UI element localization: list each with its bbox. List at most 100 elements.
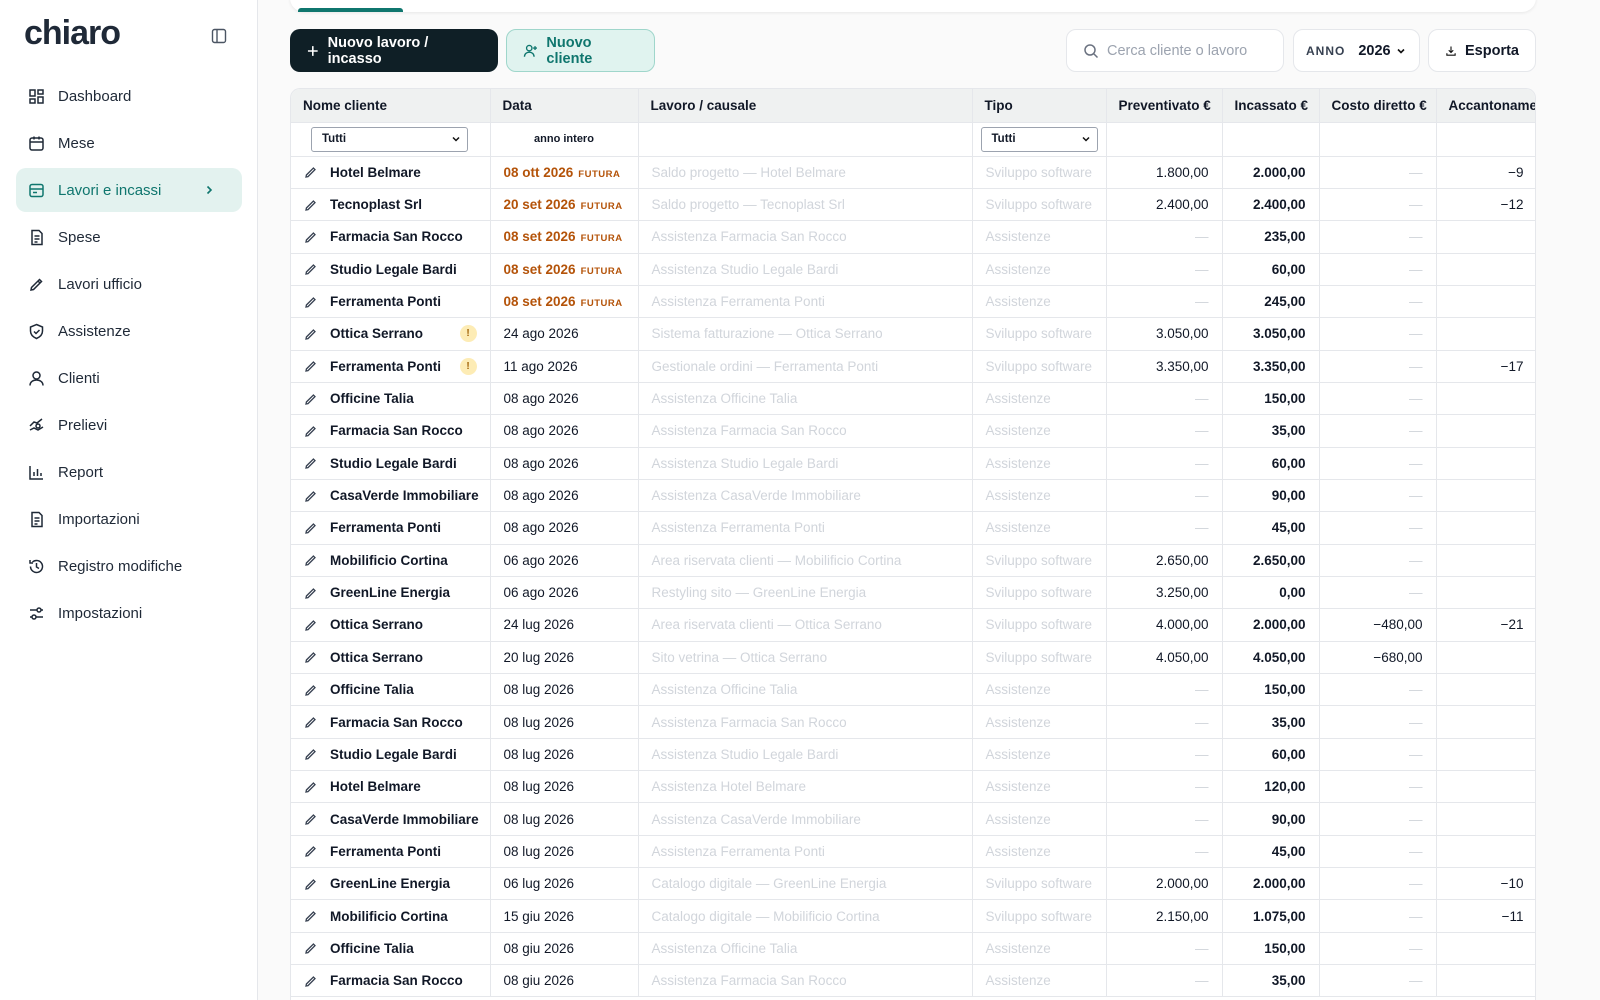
value: −21 [1500,617,1524,633]
edit-icon[interactable] [304,230,318,244]
type-filter[interactable]: Tutti [980,126,1098,152]
edit-icon[interactable] [304,586,318,600]
table-row[interactable]: GreenLine Energia 06 ago 2026 Restyling si… [291,576,1535,610]
nav-item[interactable]: Mese [16,121,242,165]
table-row[interactable]: Officine Talia 08 giu 2026 Assistenza Offi… [291,932,1535,966]
edit-icon[interactable] [304,715,318,729]
value: — [1409,779,1423,795]
edit-icon[interactable] [304,941,318,955]
date-filter[interactable]: anno intero [490,122,639,157]
value: Assistenza Farmacia San Rocco [651,423,847,439]
nav-item[interactable]: Lavori ufficio [16,262,242,306]
table-row[interactable]: Ferramenta Ponti 08 set 2026 FUTURA Assiste… [291,285,1535,319]
cell-data: 08 set 2026 FUTURA [490,253,639,286]
value: — [1409,973,1423,989]
table-row[interactable]: CasaVerde Immobiliare 08 ago 2026 Assisten… [291,479,1535,513]
table-row[interactable]: Ottica Serrano 24 lug 2026 Area riservata … [291,608,1535,642]
export-button[interactable]: Esporta [1428,29,1536,72]
edit-icon[interactable] [304,877,318,891]
table-row[interactable]: Studio Legale Bardi 08 lug 2026 Assistenza… [291,738,1535,772]
edit-icon[interactable] [304,198,318,212]
table-row[interactable]: Officine Talia 08 lug 2026 Assistenza Offi… [291,673,1535,707]
table-row[interactable]: Studio Legale Bardi 08 set 2026 FUTURA Assi… [291,253,1535,286]
client-filter[interactable]: Tutti [311,126,468,152]
edit-icon[interactable] [304,618,318,632]
date: 08 lug 2026 [503,682,575,698]
nav-item[interactable]: Dashboard [16,74,242,118]
edit-icon[interactable] [304,327,318,341]
cell-tipo: Assistenze [972,802,1107,836]
table-row[interactable]: Mobilificio Cortina 06 ago 2026 Area riser… [291,544,1535,577]
edit-icon[interactable] [304,262,318,276]
value: 2.000,00 [1252,164,1306,180]
edit-icon[interactable] [304,747,318,761]
table-row[interactable]: Mobilificio Cortina 15 giu 2026 Catalogo d… [291,899,1535,933]
cell-lavoro: Catalogo digitale — GreenLine Energia [638,867,973,901]
nav-item[interactable]: Importazioni [16,497,242,541]
cell-incassato: 150,00 [1222,673,1320,707]
nav-item[interactable]: Assistenze [16,309,242,353]
search-input[interactable]: Cerca cliente o lavoro [1066,29,1284,72]
edit-icon[interactable] [304,489,318,503]
edit-icon[interactable] [304,456,318,470]
table-row[interactable]: Ferramenta Ponti 08 lug 2026 Assistenza Fe… [291,835,1535,869]
edit-icon[interactable] [304,650,318,664]
edit-icon[interactable] [304,295,318,309]
table-row[interactable]: Farmacia San Rocco 08 set 2026 FUTURA Assis… [291,220,1535,254]
edit-icon[interactable] [304,521,318,535]
nav-item[interactable]: Spese [16,215,242,259]
cell-tipo: Assistenze [972,673,1107,707]
table-row[interactable]: Ottica Serrano 20 lug 2026 Sito vetrina — … [291,641,1535,675]
table-row[interactable]: Farmacia San Rocco 08 ago 2026 Assistenza … [291,414,1535,448]
value: 45,00 [1271,520,1306,536]
value: −12 [1500,197,1524,213]
table-row[interactable]: Officine Talia 08 ago 2026 Assistenza Offi… [291,382,1535,416]
nav-item[interactable]: Lavori e incassi [16,168,242,212]
edit-icon[interactable] [304,909,318,923]
year-select[interactable]: ANNO 2026 [1293,29,1420,72]
nav-icon [29,465,43,480]
table-row[interactable]: Ferramenta Ponti 08 ago 2026 Assistenza Fe… [291,511,1535,545]
client-name: Farmacia San Rocco [304,973,477,988]
table-row[interactable]: Farmacia San Rocco 08 lug 2026 Assistenza … [291,705,1535,739]
table-row[interactable]: CasaVerde Immobiliare 08 lug 2026 Assisten… [291,802,1535,836]
edit-icon[interactable] [304,974,318,988]
table-row[interactable]: Ottica Serrano! 24 ago 2026 Sistema fattur… [291,317,1535,351]
edit-icon[interactable] [304,780,318,794]
edit-icon[interactable] [304,553,318,567]
edit-icon[interactable] [304,812,318,826]
cell-accantonamento [1436,447,1535,480]
column-header: Nome cliente [291,89,491,123]
nav-item[interactable]: Prelievi [16,403,242,447]
edit-icon[interactable] [304,844,318,858]
table-row[interactable]: Ferramenta Ponti! 11 ago 2026 Gestionale o… [291,350,1535,383]
new-client-button[interactable]: Nuovo cliente [506,29,655,72]
nav-item[interactable]: Impostazioni [16,591,242,635]
edit-icon[interactable] [304,359,318,373]
filter-cell [638,122,973,157]
edit-icon[interactable] [304,424,318,438]
table-row[interactable]: Farmacia San Rocco 08 giu 2026 Assistenza … [291,964,1535,998]
cell-tipo: Sviluppo software [972,641,1107,675]
cell-accantonamento [1436,544,1535,577]
nav-item[interactable]: Clienti [16,356,242,400]
new-job-button[interactable]: Nuovo lavoro / incasso [290,29,498,72]
value: — [1409,876,1423,892]
cell-accantonamento [1436,511,1535,545]
value: — [1195,682,1209,698]
table-row[interactable]: Tecnoplast Srl 20 set 2026 FUTURA Saldo pro… [291,188,1535,222]
cell-lavoro: Assistenza CasaVerde Immobiliare [638,802,973,836]
nav-item[interactable]: Report [16,450,242,494]
table-row[interactable]: GreenLine Energia 06 lug 2026 Catalogo dig… [291,867,1535,901]
value: Assistenze [985,423,1051,439]
edit-icon[interactable] [304,683,318,697]
nav-item[interactable]: Registro modifiche [16,544,242,588]
client-label: Farmacia San Rocco [330,973,463,989]
table-row[interactable]: Studio Legale Bardi 08 ago 2026 Assistenza… [291,447,1535,480]
edit-icon[interactable] [304,165,318,179]
edit-icon[interactable] [304,392,318,406]
table-row[interactable]: Hotel Belmare 08 lug 2026 Assistenza Hotel… [291,770,1535,804]
collapse-button[interactable] [211,28,227,44]
cell-cliente: Officine Talia [291,932,491,966]
table-row[interactable]: Hotel Belmare 08 ott 2026 FUTURA Saldo prog… [291,156,1535,189]
